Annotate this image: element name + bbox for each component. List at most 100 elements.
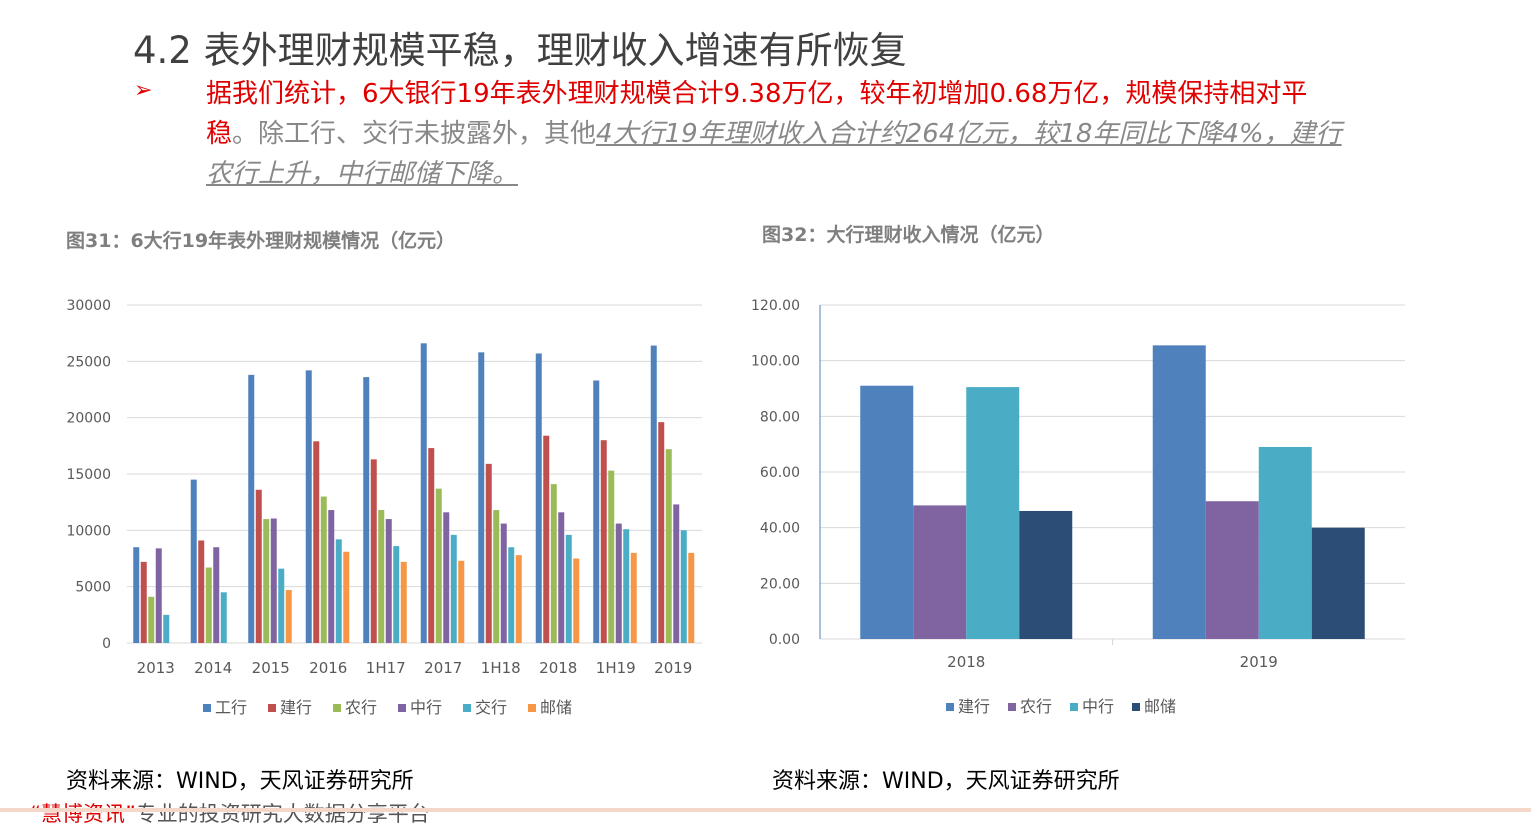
bar-中行-2018 <box>558 512 565 643</box>
bar-交行-1H19 <box>623 529 630 643</box>
legend-swatch-中行 <box>398 704 406 712</box>
x-tick-label: 2015 <box>252 659 290 677</box>
bar-中行-2018 <box>966 387 1020 639</box>
bar-建行-1H18 <box>485 463 492 643</box>
bar-交行-2015 <box>278 568 285 643</box>
bar-农行-2013 <box>148 596 155 643</box>
x-tick-label: 2018 <box>539 659 577 677</box>
x-tick-label: 2014 <box>194 659 232 677</box>
legend-swatch-农行 <box>1008 703 1016 711</box>
footer-text: 专业的投资研究大数据分享平台 <box>135 802 430 826</box>
bar-邮储-1H17 <box>400 561 407 643</box>
legend-swatch-工行 <box>203 704 211 712</box>
bar-农行-2015 <box>263 519 270 643</box>
x-tick-label: 2017 <box>424 659 462 677</box>
bar-农行-2018 <box>550 484 557 643</box>
y-tick-label: 40.00 <box>760 521 800 537</box>
x-tick-label: 2016 <box>309 659 347 677</box>
legend-label: 农行 <box>345 698 377 717</box>
summary-highlight: 据我们统计，6大银行19年表外理财规模合计9.38万亿，较年初增加0.68万亿，… <box>206 79 1308 149</box>
bar-交行-2019 <box>680 530 687 643</box>
source-note-left: 资料来源：WIND，天风证券研究所 <box>66 769 414 794</box>
bar-中行-1H17 <box>385 519 392 643</box>
footer-brand: “慧博资讯” <box>30 802 136 826</box>
bar-建行-1H19 <box>600 440 607 643</box>
bar-邮储-2018 <box>1019 510 1073 639</box>
x-tick-label: 2013 <box>137 659 175 677</box>
bar-工行-2018 <box>535 353 542 643</box>
bar-农行-2016 <box>320 496 327 643</box>
legend-label: 邮储 <box>540 698 572 717</box>
y-tick-label: 10000 <box>66 523 111 539</box>
bar-建行-2013 <box>140 561 147 643</box>
bar-中行-2013 <box>155 548 162 643</box>
bar-工行-2016 <box>305 370 312 643</box>
bar-交行-2016 <box>335 539 342 643</box>
bar-交行-2013 <box>163 614 170 643</box>
legend-swatch-中行 <box>1070 703 1078 711</box>
bar-邮储-2015 <box>285 590 292 643</box>
y-tick-label: 30000 <box>66 298 111 314</box>
bar-邮储-2018 <box>573 558 580 643</box>
bar-建行-2019 <box>658 422 665 643</box>
bar-农行-2018 <box>913 505 967 639</box>
legend-label: 农行 <box>1020 697 1052 716</box>
bar-中行-2019 <box>673 504 680 643</box>
bar-工行-1H17 <box>363 377 370 643</box>
bar-中行-2014 <box>213 547 220 643</box>
x-tick-label: 1H18 <box>481 659 521 677</box>
bar-中行-1H18 <box>500 523 507 643</box>
bar-中行-1H19 <box>615 523 622 643</box>
y-tick-label: 0 <box>102 636 111 652</box>
bar-农行-2017 <box>435 488 442 643</box>
bar-交行-2018 <box>565 534 572 643</box>
y-tick-label: 15000 <box>66 467 111 483</box>
bar-工行-2019 <box>650 345 657 643</box>
x-tick-label: 1H19 <box>596 659 636 677</box>
y-tick-label: 5000 <box>75 580 111 596</box>
bar-工行-2017 <box>420 343 427 643</box>
bar-交行-1H17 <box>393 546 400 643</box>
bar-中行-2017 <box>443 512 450 643</box>
legend-swatch-建行 <box>268 704 276 712</box>
bar-交行-1H18 <box>508 547 515 643</box>
source-note-right: 资料来源：WIND，天风证券研究所 <box>772 769 1120 794</box>
legend-swatch-邮储 <box>528 704 536 712</box>
summary-underlined: 4大行19年理财收入合计约264亿元，较18年同比下降4%，建行农行上升，中行邮… <box>206 119 1342 189</box>
chart32-title: 图32：大行理财收入情况（亿元） <box>762 224 1055 246</box>
bar-工行-2014 <box>190 479 197 643</box>
legend-swatch-邮储 <box>1132 703 1140 711</box>
bar-中行-2015 <box>270 518 277 643</box>
bar-工行-1H19 <box>593 380 600 643</box>
y-tick-label: 25000 <box>66 354 111 370</box>
bar-工行-2013 <box>133 547 140 643</box>
x-tick-label: 2018 <box>947 653 985 671</box>
bar-工行-1H18 <box>478 352 485 643</box>
bar-中行-2016 <box>328 510 335 643</box>
bar-建行-2014 <box>198 540 205 643</box>
y-tick-label: 20000 <box>66 411 111 427</box>
bar-邮储-2019 <box>1311 527 1365 639</box>
bar-农行-2019 <box>1205 501 1259 639</box>
summary-text: 。除工行、交行未披露外，其他 <box>232 119 597 149</box>
footer-divider <box>0 808 1531 812</box>
bar-农行-1H19 <box>608 470 615 643</box>
bar-建行-2017 <box>428 448 435 643</box>
bar-建行-1H17 <box>370 459 377 643</box>
bar-建行-2018 <box>543 435 550 643</box>
legend-swatch-交行 <box>463 704 471 712</box>
bar-邮储-2017 <box>458 560 465 643</box>
y-tick-label: 0.00 <box>769 632 800 648</box>
x-tick-label: 2019 <box>654 659 692 677</box>
bar-农行-1H17 <box>378 510 385 643</box>
bar-农行-2014 <box>205 567 212 643</box>
legend-label: 中行 <box>410 698 442 717</box>
bar-建行-2015 <box>255 489 262 643</box>
arrow-bullet-icon: ➢ <box>134 78 153 103</box>
bar-交行-2017 <box>450 534 457 643</box>
chart31-title: 图31：6大行19年表外理财规模情况（亿元） <box>66 230 456 252</box>
bar-交行-2014 <box>220 592 227 643</box>
bar-邮储-2019 <box>688 552 695 643</box>
y-tick-label: 20.00 <box>760 576 800 592</box>
